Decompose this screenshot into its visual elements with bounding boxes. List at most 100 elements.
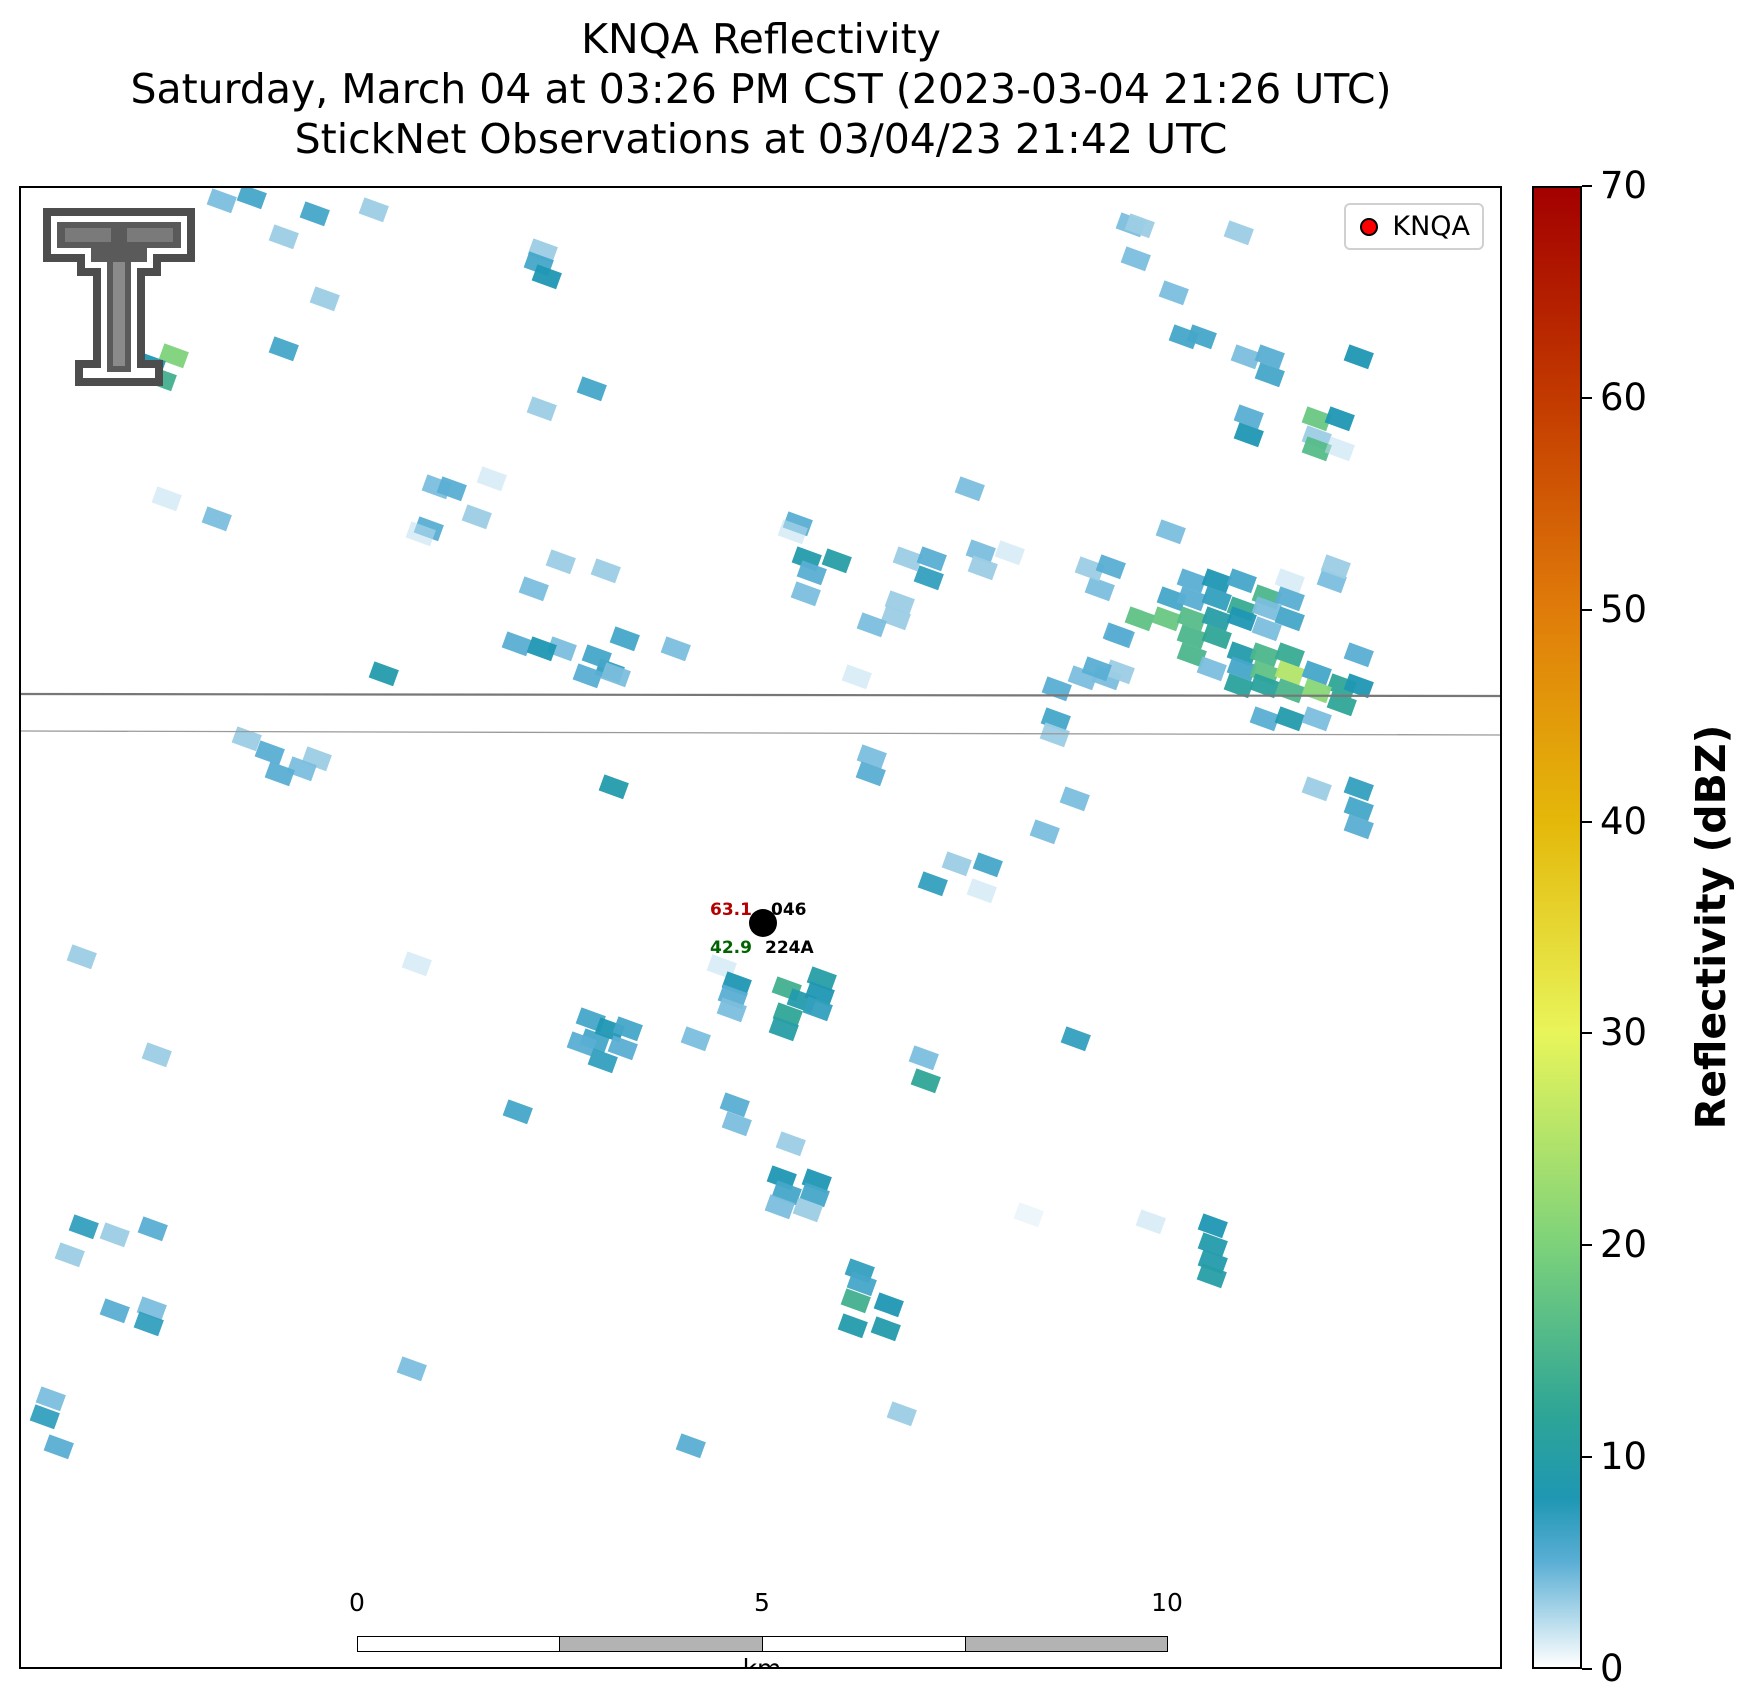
reflectivity-cell <box>719 1092 750 1118</box>
reflectivity-cell <box>1074 556 1105 582</box>
reflectivity-cell <box>1155 519 1186 545</box>
reflectivity-cell <box>846 1271 877 1297</box>
title-sticknet-time: StickNet Observations at 03/04/23 21:42 … <box>294 115 1228 163</box>
colorbar-label: Reflectivity (dBZ) <box>1687 724 1735 1130</box>
reflectivity-cell <box>609 626 640 652</box>
reflectivity-cell <box>1274 660 1305 686</box>
colorbar-tick-label: 40 <box>1600 799 1648 843</box>
reflectivity-cell <box>1233 422 1264 448</box>
reflectivity-cell <box>1176 568 1207 594</box>
reflectivity-cell <box>775 1131 806 1157</box>
sticknet-station-marker[interactable] <box>749 909 777 937</box>
reflectivity-cell <box>1013 1202 1044 1228</box>
reflectivity-cell <box>598 774 629 800</box>
reflectivity-colorbar <box>1532 186 1582 1669</box>
reflectivity-cell <box>607 1035 638 1061</box>
reflectivity-cell <box>1059 786 1090 812</box>
reflectivity-cell <box>1095 554 1126 580</box>
reflectivity-cell <box>1274 706 1305 732</box>
reflectivity-cell <box>286 756 317 782</box>
title-scan-time: Saturday, March 04 at 03:26 PM CST (2023… <box>130 65 1392 113</box>
reflectivity-cell <box>572 663 603 689</box>
reflectivity-cell <box>99 1222 130 1248</box>
reflectivity-cell <box>870 1316 901 1342</box>
reflectivity-cell <box>518 576 549 602</box>
reflectivity-cell <box>886 1401 917 1427</box>
reflectivity-cell <box>1301 406 1332 432</box>
reflectivity-cell <box>612 1016 643 1042</box>
reflectivity-cell <box>954 476 985 502</box>
reflectivity-cell <box>66 944 97 970</box>
reflectivity-cell <box>1343 642 1374 668</box>
reflectivity-cell <box>436 476 467 502</box>
map-legend: KNQA <box>1344 203 1484 250</box>
reflectivity-cell <box>141 1042 172 1068</box>
colorbar-tick-mark <box>1582 608 1592 611</box>
colorbar-tick-label: 70 <box>1600 164 1648 207</box>
reflectivity-cell <box>264 761 295 787</box>
reflectivity-cell <box>99 1298 130 1324</box>
reflectivity-cell <box>967 555 998 581</box>
colorbar-tick-label: 0 <box>1600 1647 1624 1690</box>
reflectivity-cell <box>1301 776 1332 802</box>
reflectivity-cell <box>1158 280 1189 306</box>
reflectivity-cell <box>35 1386 66 1412</box>
colorbar-tick-label: 20 <box>1600 1223 1648 1267</box>
reflectivity-cell <box>1124 606 1155 632</box>
reflectivity-cell <box>972 852 1003 878</box>
scale-label-0: 0 <box>349 1588 365 1617</box>
colorbar-tick-mark <box>1582 1244 1592 1247</box>
scale-segment-1 <box>357 1636 560 1652</box>
reflectivity-cell <box>777 519 808 545</box>
reflectivity-cell <box>1176 586 1207 612</box>
reflectivity-cell <box>600 662 631 688</box>
reflectivity-cell <box>1226 606 1257 632</box>
knqa-marker-icon <box>1360 217 1379 236</box>
reflectivity-cell <box>526 396 557 422</box>
scale-bar: 0 5 10 km <box>349 1588 1183 1667</box>
plot-title: KNQA Reflectivity Saturday, March 04 at … <box>0 14 1522 164</box>
reflectivity-cell <box>1196 1263 1227 1289</box>
reflectivity-cell <box>1274 586 1305 612</box>
reflectivity-cell <box>841 664 872 690</box>
colorbar-tick-mark <box>1582 185 1592 187</box>
reflectivity-cell <box>501 631 532 657</box>
reflectivity-cell <box>1249 673 1280 699</box>
road-line-lower <box>21 730 1500 736</box>
reflectivity-cell <box>1301 706 1332 732</box>
reflectivity-cell <box>268 336 299 362</box>
colorbar-tick-mark <box>1582 1456 1592 1459</box>
station-dewpoint: 42.9 <box>710 938 752 958</box>
reflectivity-cell <box>206 188 237 214</box>
reflectivity-cell <box>476 466 507 492</box>
reflectivity-cell <box>254 740 285 766</box>
reflectivity-cell <box>576 376 607 402</box>
reflectivity-cell <box>1041 676 1072 702</box>
reflectivity-cell <box>396 1356 427 1382</box>
reflectivity-cell <box>1301 678 1332 704</box>
reflectivity-cell <box>545 549 576 575</box>
reflectivity-cell <box>133 1311 164 1337</box>
reflectivity-cell <box>917 871 948 897</box>
reflectivity-cell <box>840 1288 871 1314</box>
reflectivity-cell <box>1343 673 1374 699</box>
reflectivity-cell <box>1151 606 1182 632</box>
reflectivity-cell <box>1274 568 1305 594</box>
reflectivity-cell <box>1251 616 1282 642</box>
colorbar-tick-label: 30 <box>1600 1011 1648 1055</box>
reflectivity-cell <box>716 997 747 1023</box>
reflectivity-cell <box>855 761 886 787</box>
colorbar-tick-label: 10 <box>1600 1435 1648 1479</box>
reflectivity-cell <box>201 506 232 532</box>
reflectivity-cell <box>1320 554 1351 580</box>
reflectivity-cell <box>1326 691 1357 717</box>
radar-map[interactable]: KNQA 63.1 046 42.9 224A 0 5 10 km <box>19 186 1502 1669</box>
reflectivity-cell <box>1324 436 1355 462</box>
reflectivity-cell <box>1176 606 1207 632</box>
reflectivity-cell <box>1201 606 1232 632</box>
legend-label: KNQA <box>1392 211 1470 242</box>
reflectivity-cell <box>910 1068 941 1094</box>
reflectivity-cell <box>1226 656 1257 682</box>
reflectivity-cell <box>1343 814 1374 840</box>
colorbar-tick-mark <box>1582 1668 1592 1670</box>
